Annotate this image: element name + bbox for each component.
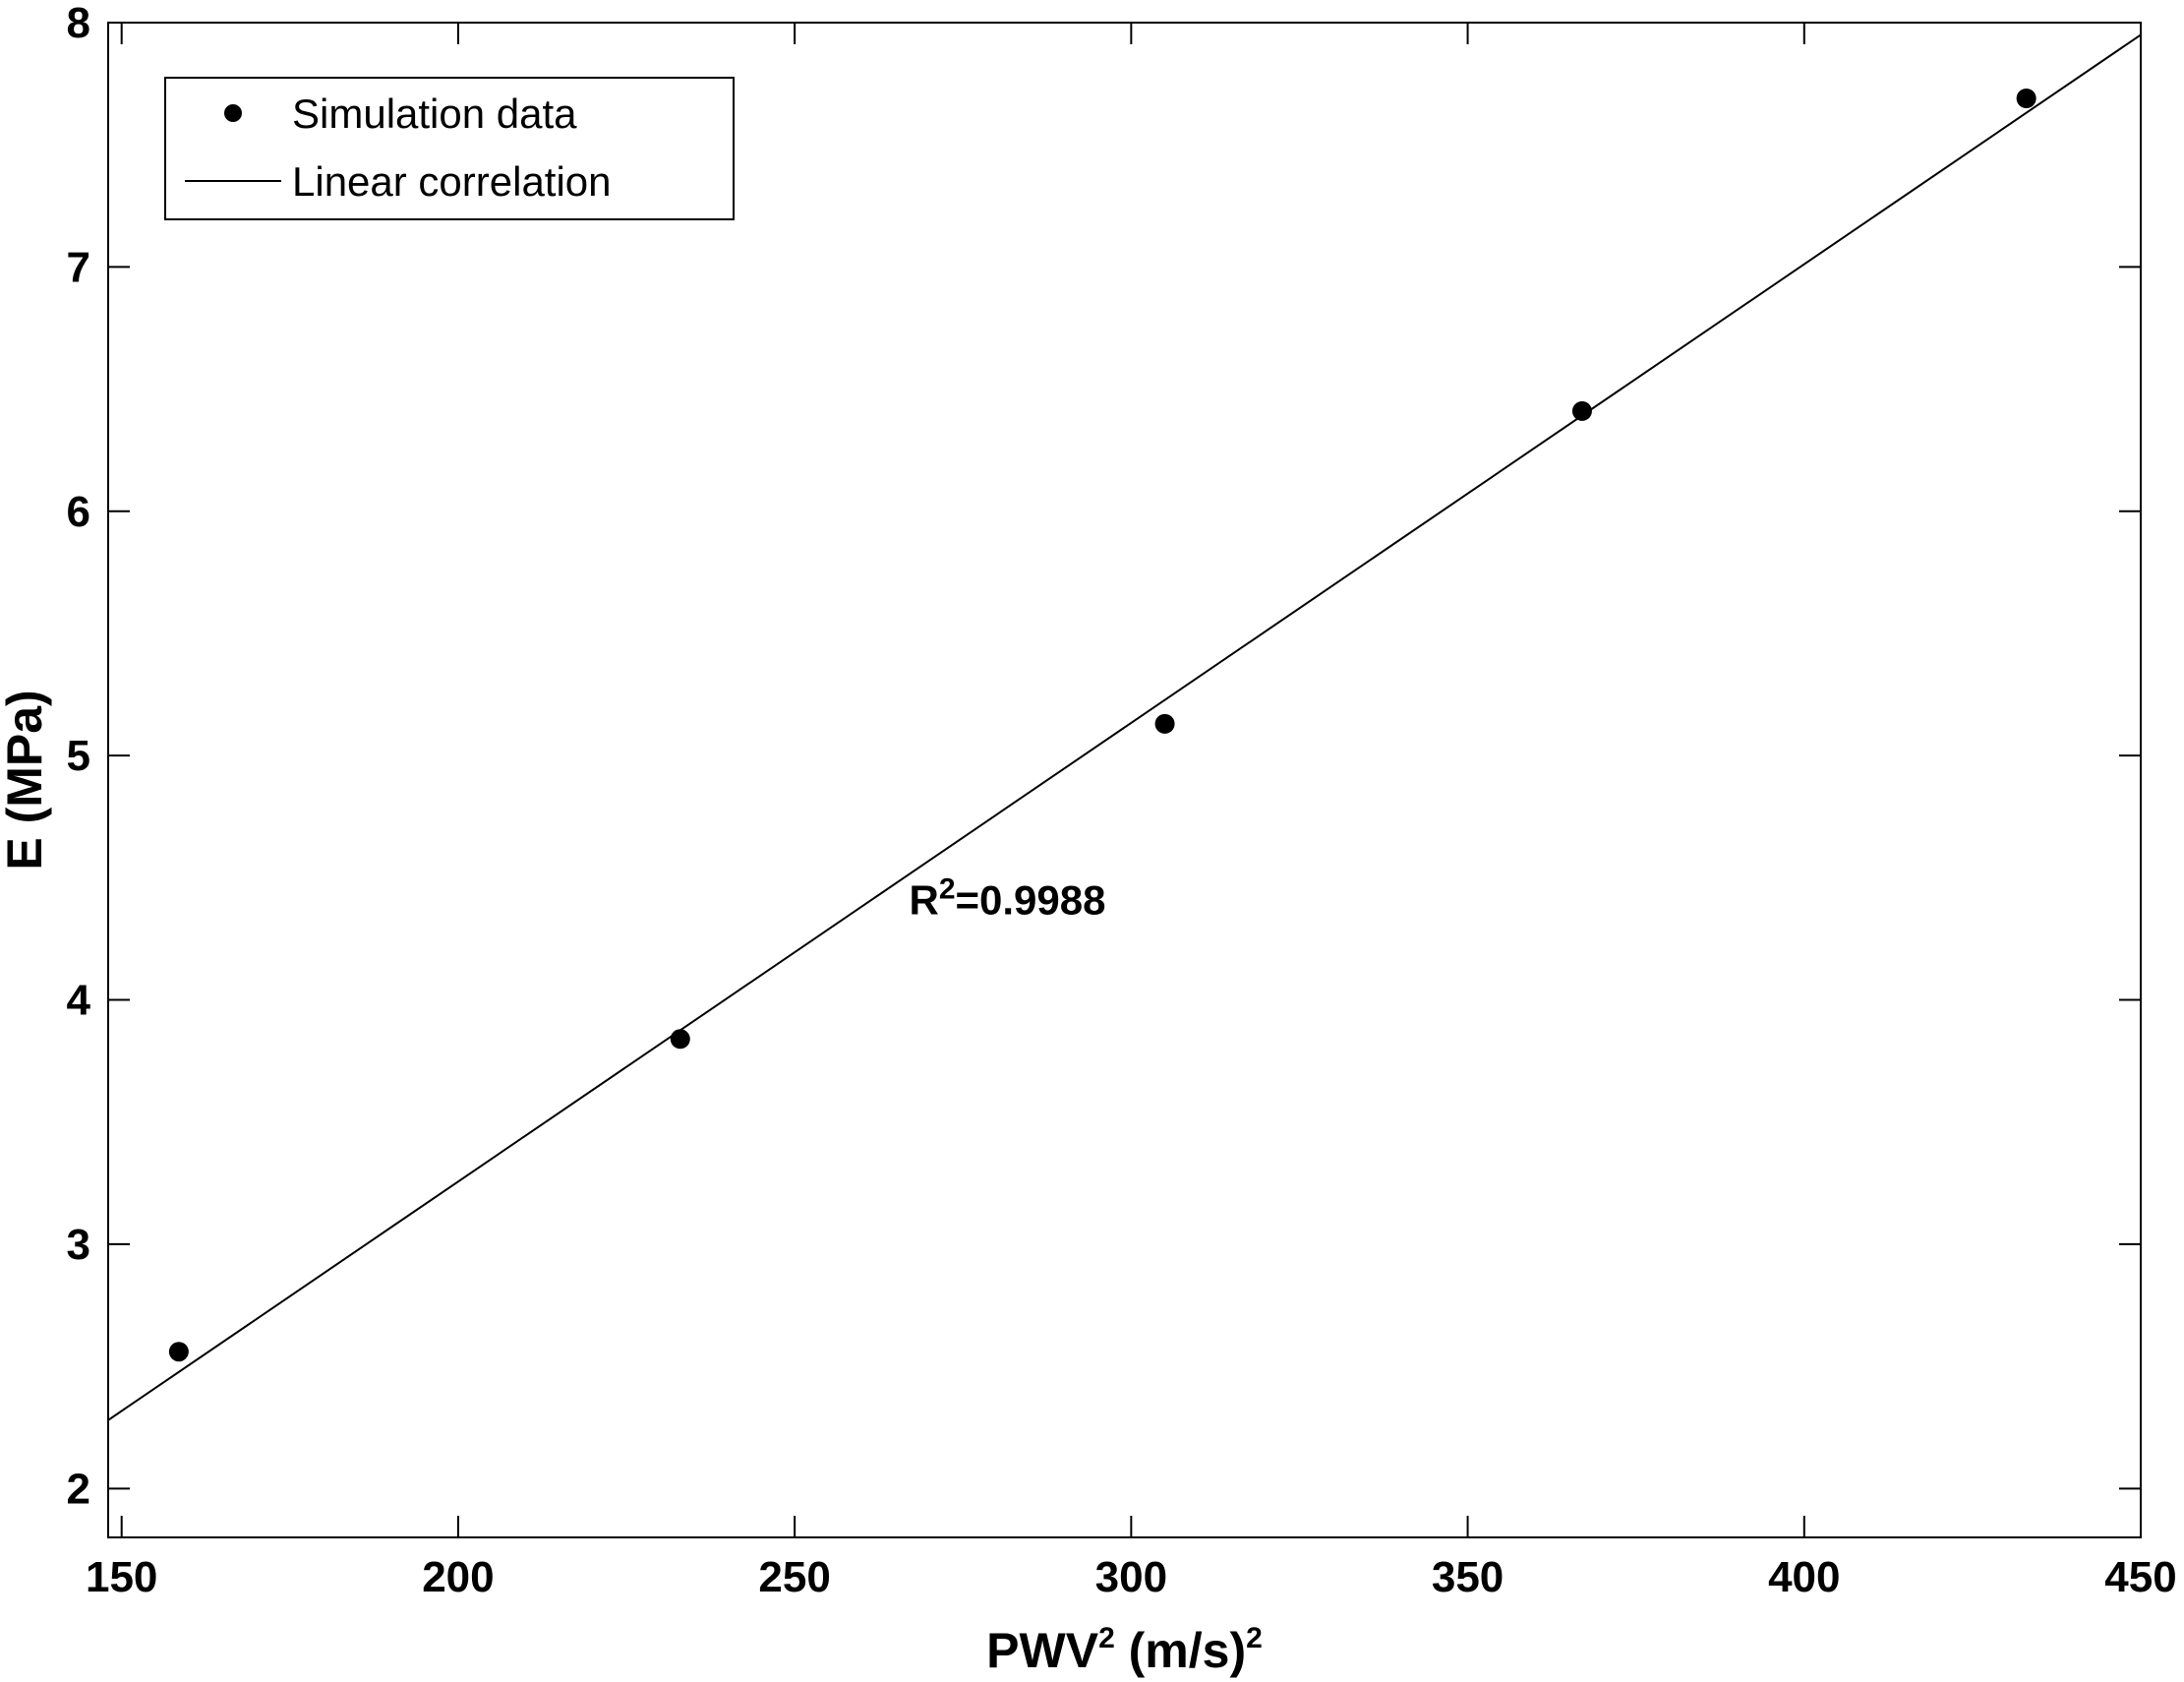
plot-frame-group	[107, 22, 2142, 1538]
legend: Simulation data Linear correlation	[164, 77, 735, 220]
legend-box	[164, 77, 735, 220]
data-point	[1571, 400, 1592, 421]
x-tick-label: 200	[422, 1553, 494, 1601]
x-axis-label: PWV2 (m/s)2	[986, 1622, 1263, 1678]
plot-frame	[107, 22, 2142, 1538]
x-axis-label-units: (m/s)	[1115, 1623, 1246, 1678]
y-tick-label: 6	[67, 488, 90, 536]
x-tick-label: 400	[1768, 1553, 1840, 1601]
x-axis-ticks: 150 200 250 300 350 400 450	[86, 23, 2177, 1601]
y-tick-label: 8	[67, 0, 90, 47]
y-axis-label: E (MPa)	[0, 690, 52, 870]
x-tick-label: 300	[1095, 1553, 1167, 1601]
legend-label-linear: Linear correlation	[292, 158, 612, 205]
x-tick-label: 350	[1432, 1553, 1504, 1601]
x-tick-label: 250	[758, 1553, 830, 1601]
data-point	[168, 1342, 189, 1362]
annotation-base: R	[909, 877, 938, 924]
x-axis-label-superscript-1: 2	[1098, 1622, 1115, 1654]
y-tick-label: 2	[67, 1465, 90, 1513]
r-squared-annotation: R2=0.9988	[909, 873, 1105, 924]
annotation-superscript: 2	[939, 873, 956, 906]
x-tick-label: 450	[2104, 1553, 2176, 1601]
data-point	[1154, 713, 1175, 734]
y-axis-ticks: 2 3 4 5 6 7 8	[67, 0, 2141, 1513]
x-tick-label: 150	[86, 1553, 157, 1601]
linear-correlation-line	[107, 33, 2142, 1421]
y-tick-label: 5	[67, 732, 90, 780]
annotation-value: =0.9988	[956, 877, 1106, 924]
legend-label-simulation: Simulation data	[292, 90, 577, 137]
x-axis-label-base: PWV	[986, 1623, 1099, 1678]
y-tick-label: 3	[67, 1221, 90, 1269]
data-point	[670, 1029, 690, 1050]
legend-marker-simulation	[224, 104, 242, 122]
y-tick-label: 7	[67, 243, 90, 291]
data-point	[2016, 89, 2036, 108]
x-axis-label-superscript-2: 2	[1246, 1622, 1263, 1654]
y-tick-label: 4	[67, 977, 91, 1025]
series-layer	[107, 33, 2142, 1421]
